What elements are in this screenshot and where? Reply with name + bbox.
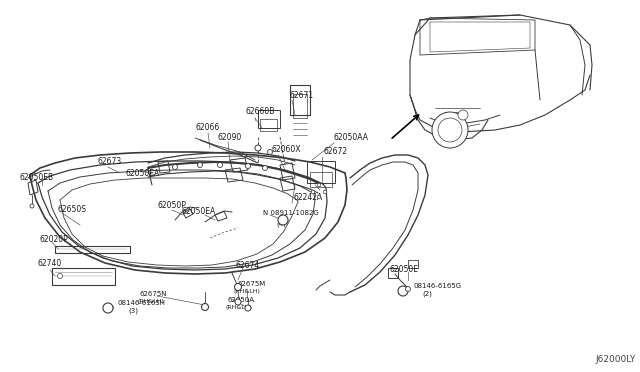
Text: 62050EB: 62050EB [20,173,54,183]
Circle shape [262,166,268,170]
Circle shape [235,299,241,305]
Text: 62650S: 62650S [58,205,87,215]
Text: 08146-6165G: 08146-6165G [413,283,461,289]
Bar [258,110,280,128]
Circle shape [317,183,321,187]
Text: 62050EA: 62050EA [125,169,159,177]
Text: 62672: 62672 [324,148,348,157]
Text: 62675M: 62675M [237,281,265,287]
Text: 62050AA: 62050AA [334,134,369,142]
Text: B: B [401,289,405,294]
Text: (4): (4) [276,221,286,227]
Bar [290,85,310,115]
Circle shape [198,163,202,167]
Text: 62674: 62674 [236,260,260,269]
Circle shape [278,215,288,225]
Circle shape [317,195,321,199]
Bar [260,119,277,131]
Circle shape [246,164,250,169]
Text: N 08911-1082G: N 08911-1082G [263,210,319,216]
Text: 62050P: 62050P [158,202,187,211]
Circle shape [311,190,315,194]
Circle shape [268,150,273,154]
Text: 62673: 62673 [98,157,122,167]
Text: 62060X: 62060X [272,144,301,154]
Text: 62242A: 62242A [294,193,323,202]
Text: N: N [280,218,285,222]
Circle shape [432,112,468,148]
Text: 62671: 62671 [290,90,314,99]
Text: (RH&LH): (RH&LH) [225,305,252,311]
Text: (RH&LH): (RH&LH) [138,299,165,305]
Circle shape [458,110,468,120]
Text: 08146-6165H: 08146-6165H [118,300,166,306]
Text: 62020P: 62020P [40,235,68,244]
Text: (3): (3) [128,308,138,314]
Circle shape [58,273,63,279]
Bar [293,94,307,118]
Text: (2): (2) [422,291,432,297]
Bar [310,172,332,187]
Circle shape [438,118,462,142]
Circle shape [202,304,209,311]
Circle shape [323,190,327,194]
Circle shape [103,303,113,313]
Text: 62050EA: 62050EA [182,208,216,217]
Text: 62660B: 62660B [245,108,275,116]
Text: 62740: 62740 [38,260,62,269]
Circle shape [245,305,251,311]
Circle shape [218,163,223,167]
Text: 62066: 62066 [195,122,220,131]
Text: J62000LY: J62000LY [595,356,636,365]
Text: 62050E: 62050E [390,266,419,275]
Circle shape [173,164,177,170]
Circle shape [234,283,241,291]
Bar [307,161,335,183]
Text: 62675N: 62675N [140,291,168,297]
Text: B: B [105,305,109,311]
Circle shape [255,145,261,151]
Circle shape [30,204,34,208]
Circle shape [406,286,410,292]
Text: 62090: 62090 [218,134,243,142]
Circle shape [398,286,408,296]
Text: (RH&LH): (RH&LH) [234,289,261,295]
Text: 62050A: 62050A [228,297,255,303]
